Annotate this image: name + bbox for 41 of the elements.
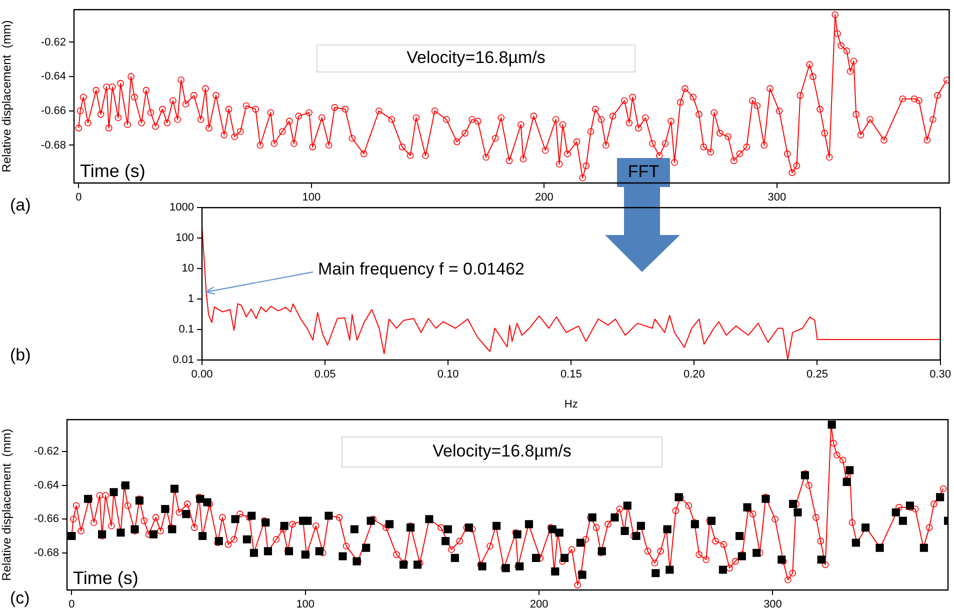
y-tick-label: -0.68 [40, 139, 66, 152]
x-axis-title: Time (s) [80, 160, 146, 181]
y-tick-label: 0.01 [172, 354, 194, 366]
x-tick-label: 0.25 [806, 368, 828, 381]
text: (a) [10, 196, 31, 215]
text: (b) [10, 346, 31, 365]
y-tick-label: -0.64 [40, 70, 66, 83]
x-tick-label: 100 [296, 598, 315, 611]
x-axis-title: Hz [564, 398, 578, 410]
y-tick-label: 1000 [170, 202, 194, 214]
y-tick-label: 100 [176, 232, 194, 244]
x-tick-label: 200 [535, 192, 554, 204]
y-tick-label: -0.64 [34, 479, 59, 492]
x-tick-label: 0.20 [683, 368, 705, 381]
y-tick-label: -0.66 [40, 104, 66, 117]
annotation: Velocity=16.8µm/s [406, 48, 546, 68]
x-tick-label: 0.05 [314, 368, 336, 381]
x-tick-label: 0.15 [560, 368, 582, 381]
text: (c) [10, 588, 30, 608]
x-tick-label: 0.00 [191, 368, 213, 381]
x-tick-label: 0.30 [930, 368, 952, 381]
x-tick-label: 100 [302, 192, 321, 204]
y-tick-label: 0.1 [178, 324, 194, 336]
annotation: Velocity=16.8µm/s [432, 442, 572, 461]
y-tick-label: -0.66 [34, 513, 59, 526]
x-axis-title: Time (s) [73, 568, 138, 588]
x-tick-label: 0.10 [437, 368, 459, 381]
x-tick-label: 0 [76, 192, 82, 204]
x-tick-label: 300 [768, 192, 786, 204]
x-tick-label: 200 [530, 598, 548, 611]
y-tick-label: -0.68 [34, 546, 59, 559]
annotation: Main frequency f = 0.01462 [318, 260, 524, 279]
y-tick-label: -0.62 [40, 36, 66, 48]
y-tick-label: 10 [182, 262, 194, 275]
y-axis-title: Relative displacement (mm) [0, 428, 14, 581]
y-tick-label: 1 [188, 293, 194, 306]
annotation: FFT [626, 161, 660, 183]
x-tick-label: 0 [68, 598, 75, 611]
x-tick-label: 300 [764, 598, 782, 611]
y-tick-label: -0.62 [34, 446, 59, 458]
y-axis-title: Relative displacement (mm) [0, 20, 14, 172]
